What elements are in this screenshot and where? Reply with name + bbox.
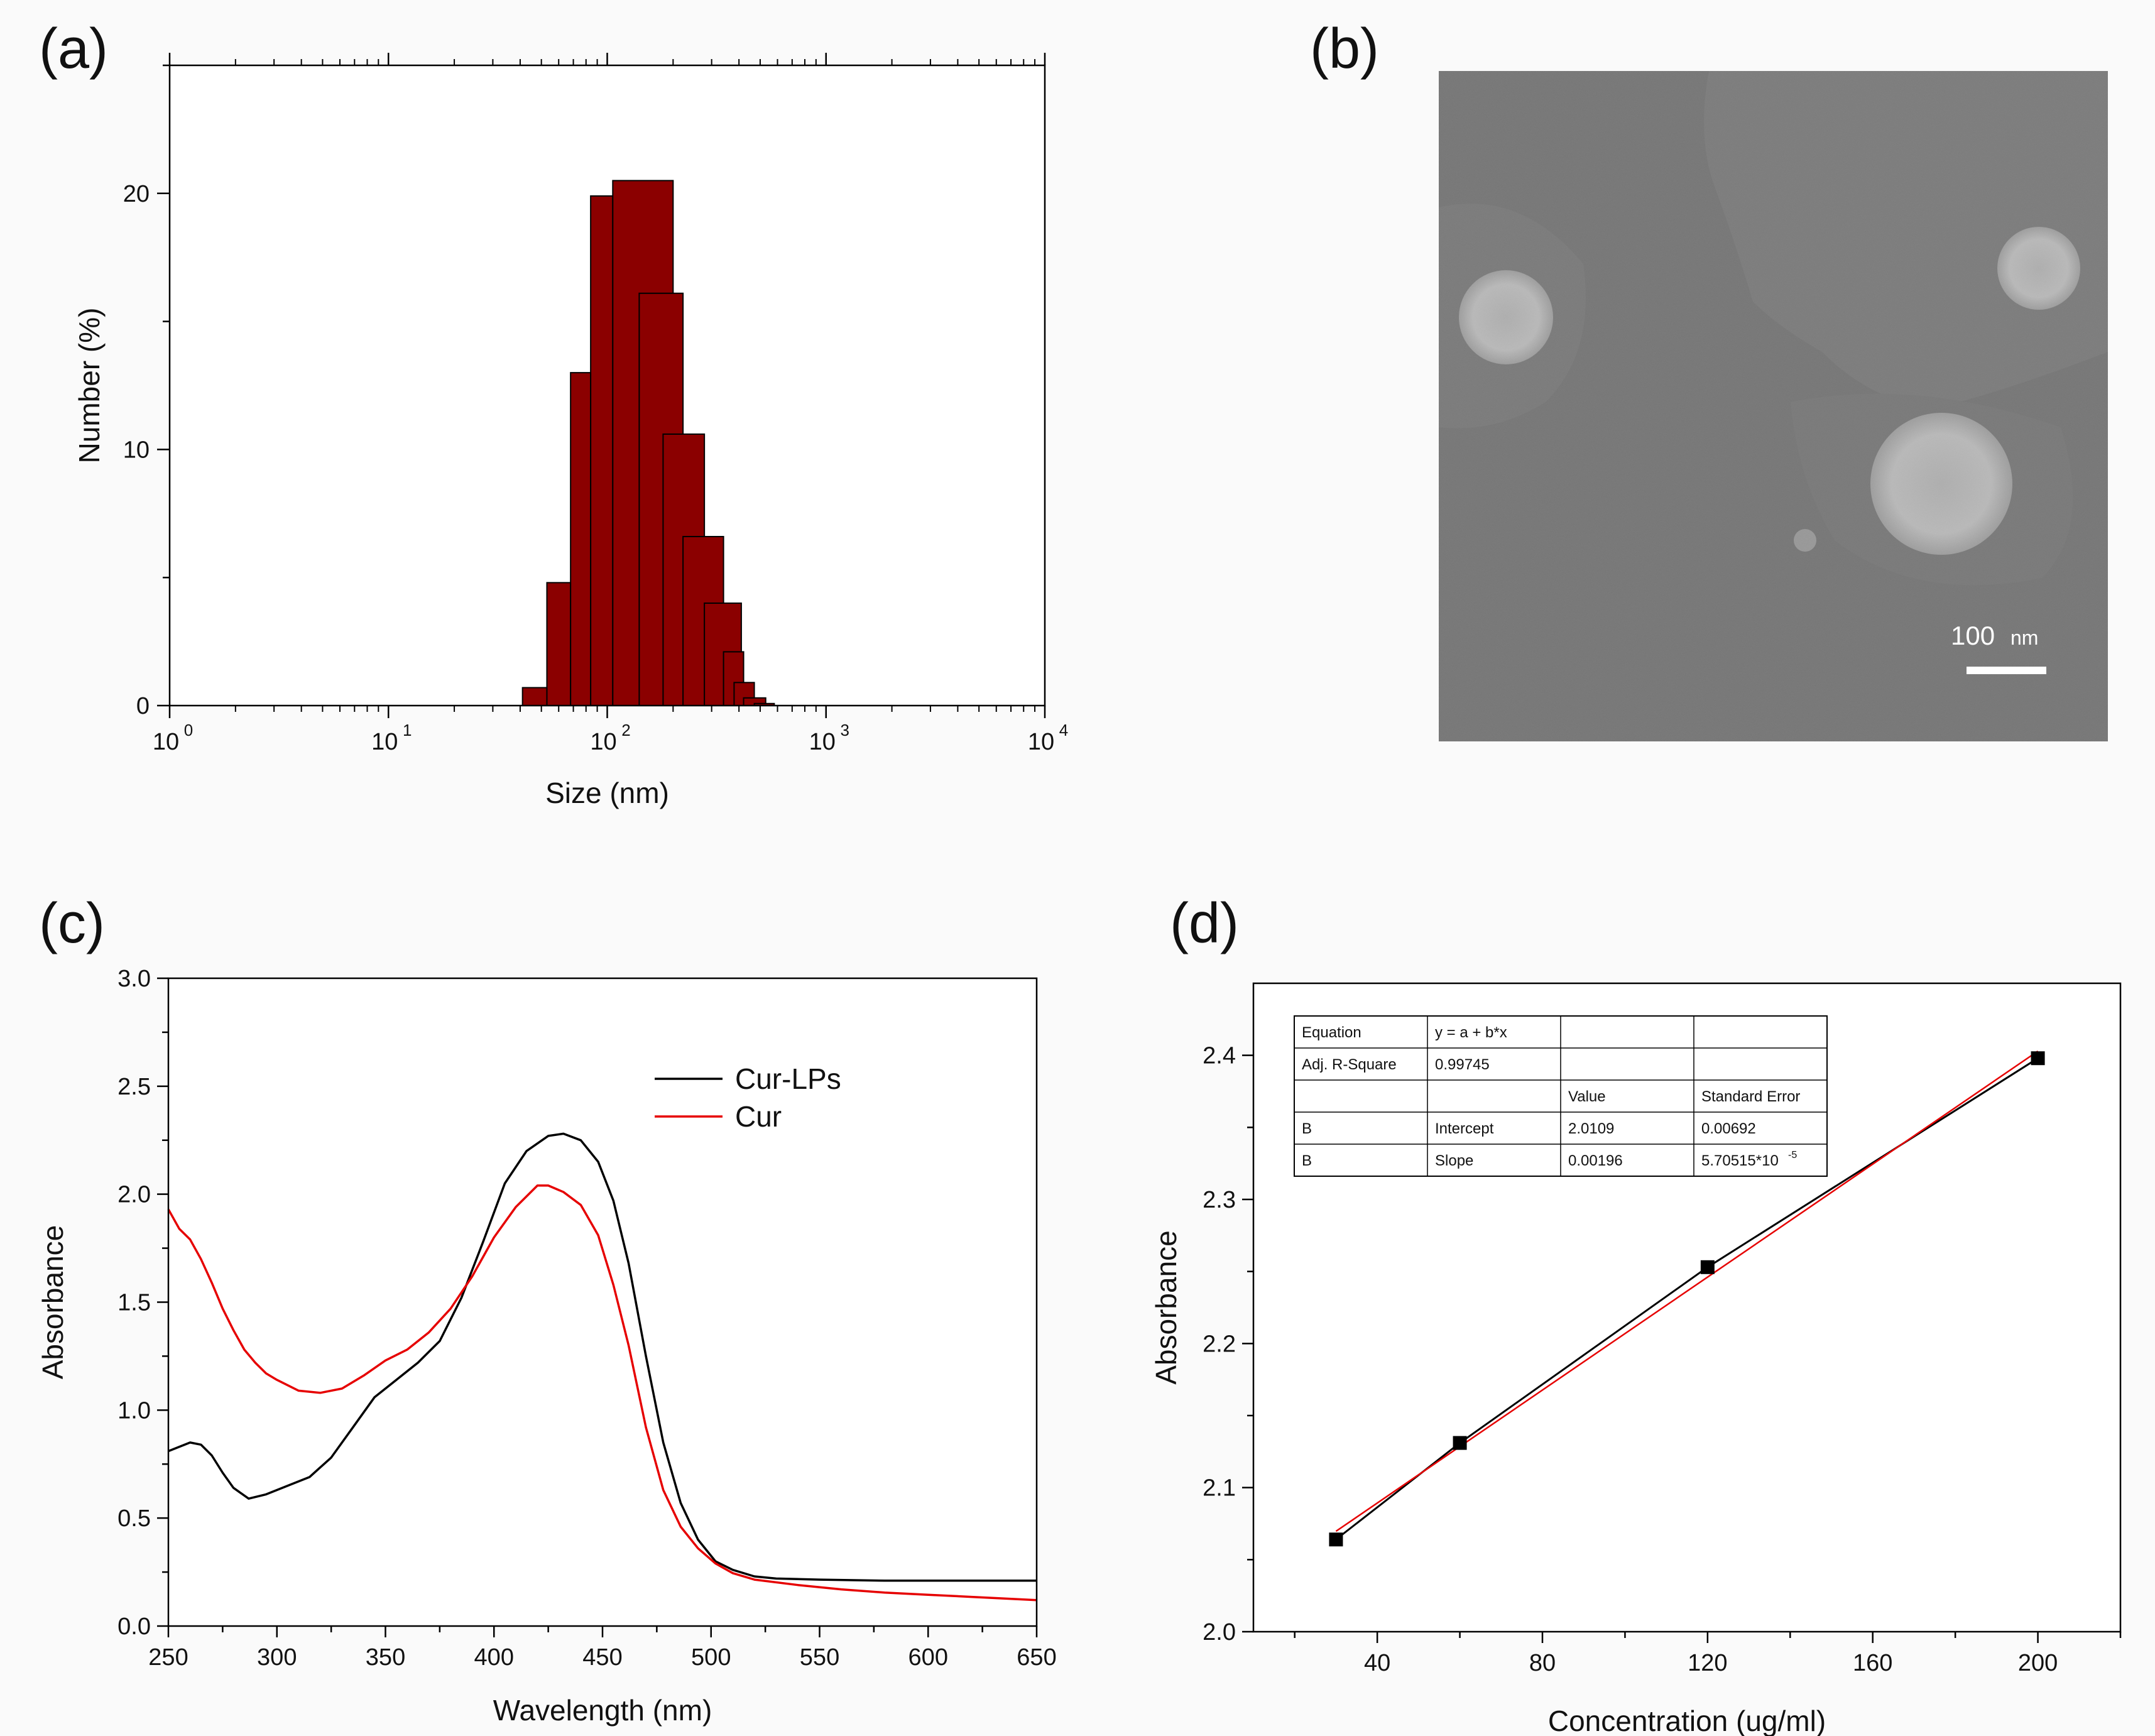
histogram-bar (521, 687, 548, 707)
x-tick-label-d: 160 (1853, 1650, 1892, 1676)
y-tick-label-a: 10 (123, 437, 150, 463)
y-tick-label-c: 3.0 (117, 966, 151, 992)
y-tick-label-c: 2.5 (117, 1074, 151, 1100)
x-tick-label-c: 450 (582, 1644, 622, 1671)
panel-label-a: (a) (39, 18, 108, 80)
y-axis-title-c: Absorbance (36, 1225, 69, 1380)
spectrum-line-cur (167, 1184, 1037, 1602)
tem-micrograph: 100 nm (1439, 71, 2108, 741)
plot-area-c (168, 978, 1037, 1626)
data-point (1453, 1436, 1467, 1450)
stats-table-cell: B (1302, 1120, 1312, 1137)
stats-table-cell: Equation (1302, 1024, 1361, 1041)
data-connecting-line (1335, 1057, 2039, 1541)
x-tick-label-c: 350 (366, 1644, 405, 1671)
x-tick-label-a: 10 (1028, 729, 1054, 755)
linear-fit-line (1335, 1050, 2039, 1532)
data-point (1329, 1532, 1343, 1547)
stats-table-cell: Intercept (1435, 1120, 1494, 1137)
panel-label-b: (b) (1310, 18, 1379, 80)
x-tick-label-c: 600 (908, 1644, 948, 1671)
y-tick-label-a: 0 (136, 693, 150, 719)
histogram-bar (590, 195, 614, 707)
x-tick-label-c: 500 (691, 1644, 731, 1671)
spectrum-line-cur-lps (168, 1132, 1037, 1582)
y-axis-title-a: Number (%) (73, 308, 106, 464)
micrograph-noise (1439, 71, 2108, 741)
x-axis-title-a: Size (nm) (545, 777, 669, 809)
x-tick-exponent-a: 4 (1059, 721, 1068, 740)
legend-label-cur: Cur (735, 1100, 782, 1133)
y-tick-label-c: 0.0 (117, 1613, 151, 1640)
y-tick-label-d: 2.0 (1203, 1619, 1236, 1646)
data-point (1700, 1260, 1715, 1274)
y-tick-label-c: 1.5 (117, 1290, 151, 1316)
y-tick-label-c: 1.0 (117, 1397, 151, 1424)
stats-table-cell: 0.99745 (1435, 1056, 1490, 1073)
plot-frame-d (1252, 982, 2122, 1633)
x-tick-label-c: 250 (148, 1644, 188, 1671)
stats-table-cell: B (1302, 1152, 1312, 1169)
stats-table-cell: 5.70515*10 (1701, 1152, 1779, 1169)
x-tick-label-c: 650 (1017, 1644, 1056, 1671)
stats-table-cell: y = a + b*x (1435, 1024, 1507, 1041)
panel-label-c: (c) (39, 892, 105, 955)
y-tick-label-a: 20 (123, 181, 150, 207)
stats-table-cell: 0.00692 (1701, 1120, 1756, 1137)
legend-label-cur-lps: Cur-LPs (735, 1062, 841, 1095)
x-tick-label-d: 120 (1688, 1650, 1727, 1676)
stats-table-exponent: -5 (1788, 1150, 1797, 1160)
x-tick-label-c: 550 (800, 1644, 839, 1671)
y-axis-title-d: Absorbance (1150, 1230, 1182, 1385)
x-tick-exponent-a: 2 (621, 721, 630, 740)
x-axis-title-c: Wavelength (nm) (493, 1694, 712, 1727)
x-tick-label-d: 40 (1364, 1650, 1390, 1676)
scale-bar (1967, 667, 2046, 674)
x-tick-label-a: 10 (590, 729, 616, 755)
x-tick-label-a: 10 (153, 729, 179, 755)
data-point (2031, 1051, 2045, 1066)
stats-table-cell: Standard Error (1701, 1088, 1800, 1105)
stats-table-cell: 2.0109 (1568, 1120, 1614, 1137)
x-tick-label-c: 300 (257, 1644, 297, 1671)
x-tick-label-c: 400 (474, 1644, 514, 1671)
y-tick-label-d: 2.2 (1203, 1331, 1236, 1357)
y-tick-label-c: 2.0 (117, 1182, 151, 1208)
x-tick-label-a: 10 (371, 729, 398, 755)
scale-bar-unit: nm (2010, 626, 2038, 649)
calibration-curve-chart: 40 80 120 160 200 2.0 2.1 2.2 2.3 2.4 Concentratio… (1150, 982, 2122, 1736)
y-tick-label-d: 2.1 (1203, 1475, 1236, 1502)
panel-label-d: (d) (1170, 892, 1239, 955)
stats-table-cell: Value (1568, 1088, 1606, 1105)
histogram-bar (546, 582, 572, 706)
y-tick-label-c: 0.5 (117, 1505, 151, 1532)
stats-table-cell: Adj. R-Square (1302, 1056, 1397, 1073)
histogram-bar (570, 372, 592, 706)
x-tick-label-d: 200 (2018, 1650, 2058, 1676)
x-tick-exponent-a: 0 (184, 721, 193, 740)
uv-vis-spectrum-chart: 250 300 350 400 450 500 550 600 650 0.0 0.5 1.0 1.5 2… (36, 966, 1057, 1727)
stats-table-cell: Slope (1435, 1152, 1473, 1169)
x-tick-label-d: 80 (1529, 1650, 1556, 1676)
scale-bar-value: 100 (1951, 621, 1995, 650)
y-tick-label-d: 2.4 (1203, 1043, 1236, 1069)
y-tick-label-d: 2.3 (1203, 1187, 1236, 1213)
x-tick-exponent-a: 3 (841, 721, 849, 740)
x-tick-label-a: 10 (809, 729, 836, 755)
x-tick-exponent-a: 1 (403, 721, 412, 740)
x-axis-title-d: Concentration (ug/ml) (1548, 1705, 1826, 1736)
stats-table-cell: 0.00196 (1568, 1152, 1623, 1169)
